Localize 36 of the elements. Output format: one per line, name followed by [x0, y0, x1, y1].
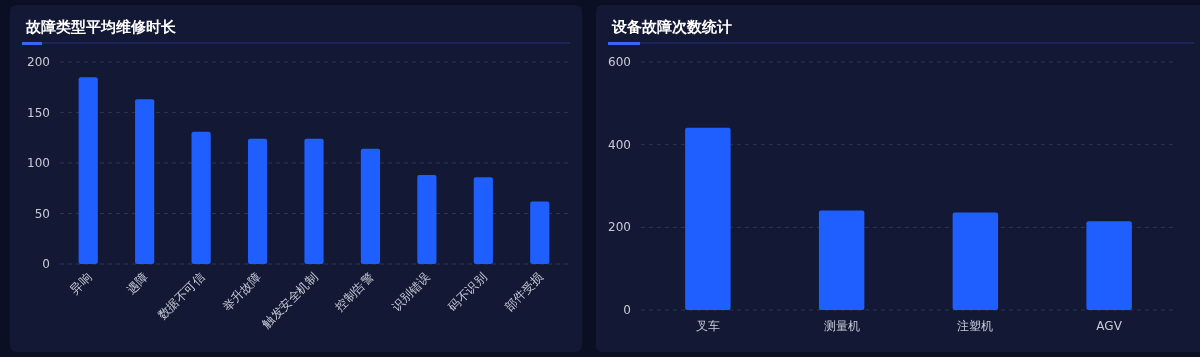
x-tick-label: 数据不可信 [154, 270, 208, 323]
bar [304, 138, 324, 264]
y-tick-label: 600 [608, 55, 631, 69]
y-tick-label: 0 [42, 257, 50, 271]
bar [685, 127, 731, 310]
x-tick-label: 注塑机 [957, 319, 994, 333]
bar [135, 99, 155, 264]
y-tick-label: 400 [608, 137, 631, 152]
bar [417, 175, 437, 264]
bar [530, 201, 550, 264]
y-tick-label: 100 [27, 156, 50, 170]
x-tick-label: 控制告警 [332, 270, 377, 315]
chart-title: 设备故障次数统计 [611, 18, 732, 36]
x-tick-label: 叉车 [695, 319, 720, 333]
x-tick-label: 识别错误 [389, 270, 434, 315]
bar [473, 177, 493, 264]
x-tick-label: 举升故障 [219, 270, 264, 315]
bar [360, 148, 381, 264]
bar [818, 210, 865, 310]
bar [191, 131, 211, 264]
x-tick-label: 部件受损 [502, 270, 546, 315]
bar [952, 212, 999, 310]
bar [1086, 221, 1132, 310]
y-tick-label: 150 [27, 105, 50, 120]
y-tick-label: 200 [27, 55, 50, 69]
x-tick-label: AGV [1096, 319, 1123, 333]
x-tick-label: 码不识别 [445, 270, 490, 315]
y-tick-label: 0 [623, 303, 631, 317]
x-tick-label: 异响 [67, 270, 95, 298]
chart-title: 故障类型平均维修时长 [25, 18, 177, 36]
bar [247, 138, 268, 264]
y-tick-label: 200 [608, 220, 631, 235]
bar [78, 77, 98, 264]
y-tick-label: 50 [34, 206, 50, 221]
x-tick-label: 测量机 [823, 319, 860, 333]
x-tick-label: 遇障 [123, 270, 151, 298]
